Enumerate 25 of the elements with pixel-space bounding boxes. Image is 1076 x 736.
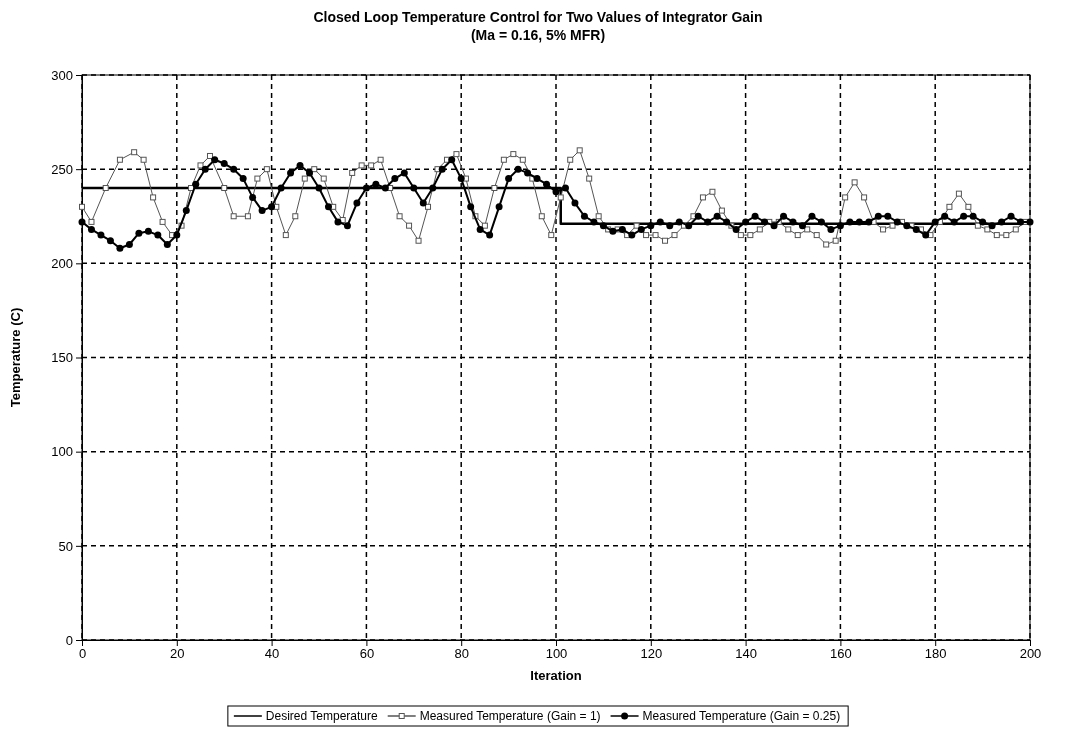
chart-subtitle: (Ma = 0.16, 5% MFR) bbox=[470, 27, 606, 43]
legend-label: Measured Temperature (Gain = 1) bbox=[419, 709, 601, 723]
x-tick-label: 180 bbox=[924, 646, 947, 662]
x-tick-label: 60 bbox=[359, 646, 375, 662]
y-tick-label: 100 bbox=[51, 444, 73, 460]
y-tick-label: 150 bbox=[51, 350, 73, 366]
y-tick-label: 50 bbox=[58, 538, 73, 554]
y-axis-title: Temperature (C) bbox=[8, 307, 23, 408]
y-tick-label: 200 bbox=[51, 255, 73, 271]
x-tick-label: 20 bbox=[170, 646, 185, 662]
x-tick-label: 160 bbox=[830, 646, 852, 662]
chart-title: Closed Loop Temperature Control for Two Values of Integrator Gain bbox=[313, 9, 763, 25]
x-tick-label: 40 bbox=[264, 646, 280, 662]
y-tick-label: 250 bbox=[51, 161, 73, 177]
x-axis-title: Iteration bbox=[530, 668, 582, 683]
x-tick-label: 140 bbox=[735, 646, 757, 662]
x-tick-label: 120 bbox=[640, 646, 663, 662]
y-tick-label: 300 bbox=[51, 67, 73, 83]
x-tick-label: 80 bbox=[454, 646, 469, 662]
legend-label: Desired Temperature bbox=[265, 709, 379, 723]
x-tick-label: 0 bbox=[78, 646, 87, 662]
x-tick-label: 100 bbox=[545, 646, 568, 662]
x-tick-label: 200 bbox=[1019, 646, 1042, 662]
legend-label: Measured Temperature (Gain = 0.25) bbox=[642, 709, 841, 723]
y-tick-label: 0 bbox=[65, 632, 73, 648]
